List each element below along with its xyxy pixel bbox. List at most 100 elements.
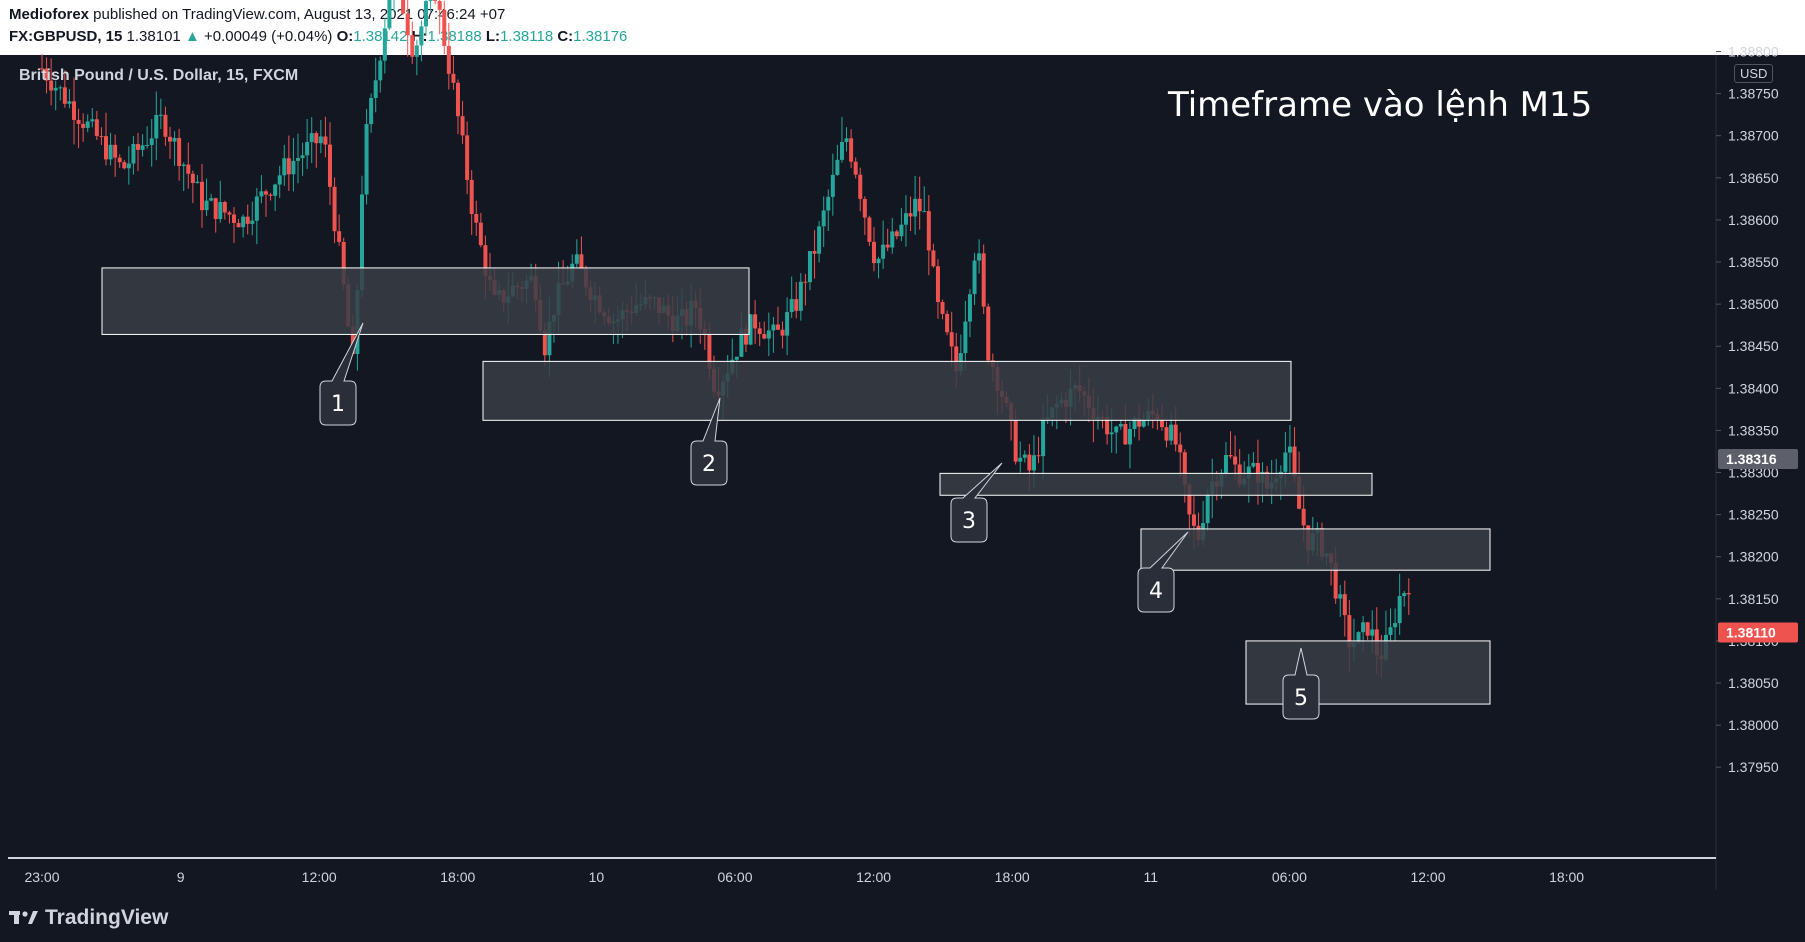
author-name[interactable]: Medioforex xyxy=(9,6,90,23)
time-tick-label: 12:00 xyxy=(1410,869,1445,885)
candle-body xyxy=(1018,457,1023,462)
candle-body xyxy=(1123,423,1128,445)
candle-body xyxy=(172,137,177,142)
price-tick-label: 1.38350 xyxy=(1728,422,1779,438)
candle-body xyxy=(277,175,282,185)
candle-body xyxy=(940,301,945,314)
candle-body xyxy=(986,306,991,361)
candle-body xyxy=(917,198,922,212)
price-tick-label: 1.38000 xyxy=(1728,717,1779,733)
candle-body xyxy=(300,155,305,159)
candle-body xyxy=(1118,423,1123,427)
tradingview-logo[interactable]: TradingView xyxy=(9,906,168,930)
candle-body xyxy=(981,253,986,307)
candle-body xyxy=(181,164,186,166)
candle-body xyxy=(899,224,904,237)
candle-body xyxy=(780,329,785,336)
candle-body xyxy=(222,202,227,213)
candle-body xyxy=(817,226,822,254)
candle-body xyxy=(483,245,488,277)
candle-body xyxy=(1027,454,1032,471)
candle-body xyxy=(789,299,794,313)
candle-body xyxy=(954,346,959,372)
candle-body xyxy=(140,145,145,150)
candle-body xyxy=(158,114,163,116)
price-marker xyxy=(1718,449,1798,470)
candle-body xyxy=(1388,627,1393,635)
candle-body xyxy=(977,253,982,261)
candle-body xyxy=(469,179,474,215)
candle-body xyxy=(145,144,150,146)
candle-body xyxy=(332,186,337,232)
low-label: L: xyxy=(485,28,501,45)
candle-body xyxy=(1347,615,1352,648)
candle-body xyxy=(862,198,867,218)
candle-body xyxy=(1036,455,1041,457)
candle-body xyxy=(245,216,250,224)
price-marker xyxy=(1718,622,1798,643)
candle-body xyxy=(894,231,899,237)
publish-header: Medioforex published on TradingView.com,… xyxy=(0,0,1805,55)
candle-body xyxy=(1246,466,1251,479)
price-tick-label: 1.38450 xyxy=(1728,338,1779,354)
time-tick-label: 12:00 xyxy=(856,869,891,885)
time-tick-label: 06:00 xyxy=(717,869,752,885)
candle-body xyxy=(190,173,195,184)
candle-body xyxy=(423,1,428,27)
time-tick-label: 06:00 xyxy=(1272,869,1307,885)
candle-body xyxy=(871,241,876,264)
candle-body xyxy=(90,119,95,122)
zone-rect xyxy=(939,472,1373,496)
candle-body xyxy=(62,87,67,104)
candle-body xyxy=(579,254,584,269)
chart-panel[interactable] xyxy=(0,55,1805,942)
candle-body xyxy=(1114,426,1119,433)
candle-body xyxy=(401,0,406,14)
candle-body xyxy=(241,216,246,228)
candle-body xyxy=(926,211,931,251)
candle-body xyxy=(85,121,90,128)
candle-body xyxy=(305,142,310,156)
candle-body xyxy=(849,138,854,162)
candle-body xyxy=(419,26,424,46)
candle-body xyxy=(1251,462,1256,467)
candle-body xyxy=(236,222,241,228)
candle-body xyxy=(794,299,799,311)
zone-label: 2 xyxy=(702,452,716,477)
candle-body xyxy=(785,312,790,336)
high-value: 1.38188 xyxy=(427,28,482,45)
time-tick-label: 10 xyxy=(589,869,605,885)
candle-body xyxy=(812,251,817,254)
candle-body xyxy=(1287,446,1292,453)
candle-body xyxy=(775,324,780,330)
candle-body xyxy=(1031,455,1036,471)
candle-body xyxy=(734,356,739,360)
currency-button[interactable]: USD xyxy=(1734,64,1774,83)
candle-body xyxy=(67,101,72,104)
candle-body xyxy=(748,314,753,345)
candle-body xyxy=(259,191,264,197)
zone-label: 5 xyxy=(1294,686,1308,711)
candle-body xyxy=(835,159,840,175)
candle-body xyxy=(117,157,122,163)
zone-callout xyxy=(1282,647,1320,720)
candle-body xyxy=(76,119,81,124)
candle-body xyxy=(455,82,460,117)
candle-body xyxy=(364,124,369,195)
candle-body xyxy=(359,194,364,291)
candle-body xyxy=(378,60,383,81)
time-tick-label: 23:00 xyxy=(24,869,59,885)
zone-callout xyxy=(1137,531,1189,613)
candle-body xyxy=(442,9,447,47)
candle-body xyxy=(218,202,223,220)
candle-body xyxy=(382,28,387,61)
candle-body xyxy=(1393,623,1398,628)
candle-body xyxy=(762,334,767,339)
candle-body xyxy=(227,212,232,215)
candle-body xyxy=(1255,462,1260,483)
candle-body xyxy=(1283,452,1288,472)
price-tick-label: 1.38750 xyxy=(1728,86,1779,102)
price-tick-label: 1.38550 xyxy=(1728,254,1779,270)
candle-body xyxy=(94,119,99,137)
